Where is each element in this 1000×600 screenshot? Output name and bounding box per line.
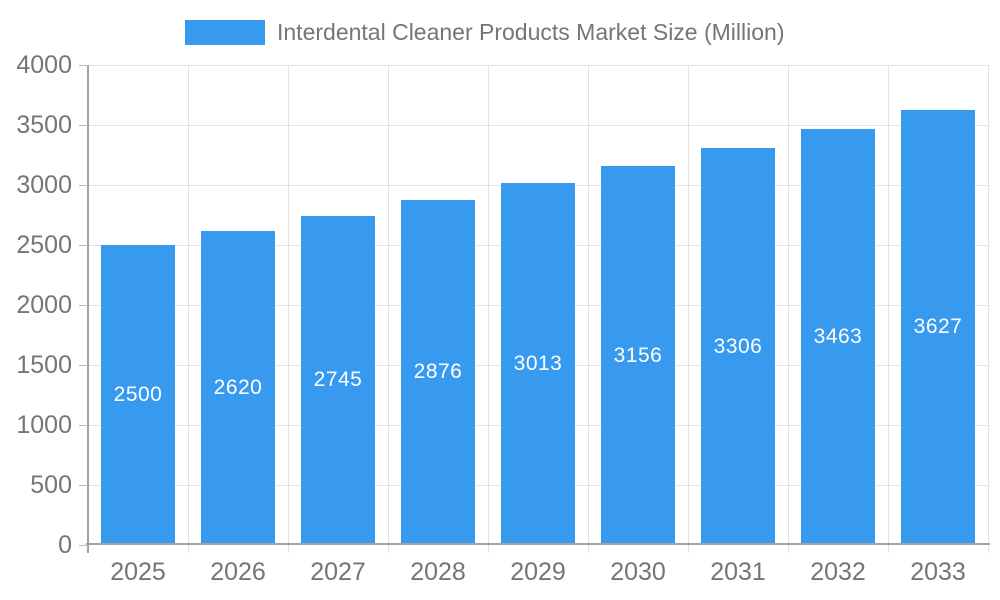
v-gridline xyxy=(788,65,789,553)
bar: 2876 xyxy=(401,199,475,545)
bar: 3156 xyxy=(601,166,675,545)
y-tick xyxy=(79,185,88,186)
y-tick xyxy=(79,545,88,546)
bar: 2745 xyxy=(301,215,375,545)
bar: 3627 xyxy=(901,109,975,545)
y-axis-line xyxy=(87,65,89,553)
y-tick xyxy=(79,65,88,66)
x-tick-label: 2032 xyxy=(810,558,866,586)
bar-value-label: 2876 xyxy=(413,360,463,384)
x-tick-label: 2025 xyxy=(110,558,166,586)
bar-value-label: 2500 xyxy=(113,383,163,406)
x-tick-label: 2029 xyxy=(510,558,566,586)
h-gridline xyxy=(88,65,988,66)
bar-value-label: 2745 xyxy=(313,368,363,392)
y-tick-label: 2500 xyxy=(16,231,72,259)
v-gridline xyxy=(188,65,189,553)
h-gridline xyxy=(88,125,988,126)
legend-item[interactable]: Interdental Cleaner Products Market Size… xyxy=(185,20,784,45)
y-tick-label: 1000 xyxy=(16,411,72,439)
y-tick-label: 0 xyxy=(58,531,72,559)
y-tick xyxy=(79,245,88,246)
v-gridline xyxy=(888,65,889,553)
bar: 3306 xyxy=(701,148,775,545)
bar: 2500 xyxy=(101,245,175,545)
y-tick xyxy=(79,425,88,426)
y-tick-label: 3000 xyxy=(16,171,72,199)
y-tick xyxy=(79,365,88,366)
y-tick-label: 4000 xyxy=(16,51,72,79)
plot-area: 2500 2620 2745 2876 3013 3156 3306 3463 3627 0 50… xyxy=(16,51,990,586)
x-tick-label: 2027 xyxy=(310,558,366,586)
y-tick-label: 3500 xyxy=(16,111,72,139)
y-tick xyxy=(79,305,88,306)
y-tick-label: 500 xyxy=(30,471,72,499)
bar: 2620 xyxy=(201,230,275,545)
bar-value-label: 3306 xyxy=(713,334,763,358)
legend-swatch-icon xyxy=(185,20,265,45)
bar-value-label: 3013 xyxy=(513,352,563,376)
bar: 3463 xyxy=(801,129,875,545)
y-tick-label: 1500 xyxy=(16,351,72,379)
bar: 3013 xyxy=(501,183,575,545)
legend-label: Interdental Cleaner Products Market Size… xyxy=(277,19,785,45)
bar-value-label: 2620 xyxy=(213,375,263,399)
y-tick xyxy=(79,485,88,486)
v-gridline xyxy=(688,65,689,553)
x-tick-label: 2031 xyxy=(710,558,766,586)
v-gridline xyxy=(488,65,489,553)
y-tick-label: 2000 xyxy=(16,291,72,319)
x-tick-label: 2026 xyxy=(210,558,266,586)
v-gridline xyxy=(988,65,989,553)
x-tick-label: 2028 xyxy=(410,558,466,586)
v-gridline xyxy=(388,65,389,553)
bar-value-label: 3463 xyxy=(813,325,863,349)
y-tick xyxy=(79,125,88,126)
v-gridline xyxy=(288,65,289,553)
x-tick-label: 2030 xyxy=(610,558,666,586)
x-axis-line xyxy=(86,543,990,545)
bar-value-label: 3627 xyxy=(913,315,963,339)
bar-value-label: 3156 xyxy=(613,343,663,367)
v-gridline xyxy=(588,65,589,553)
x-tick-label: 2033 xyxy=(910,558,966,586)
